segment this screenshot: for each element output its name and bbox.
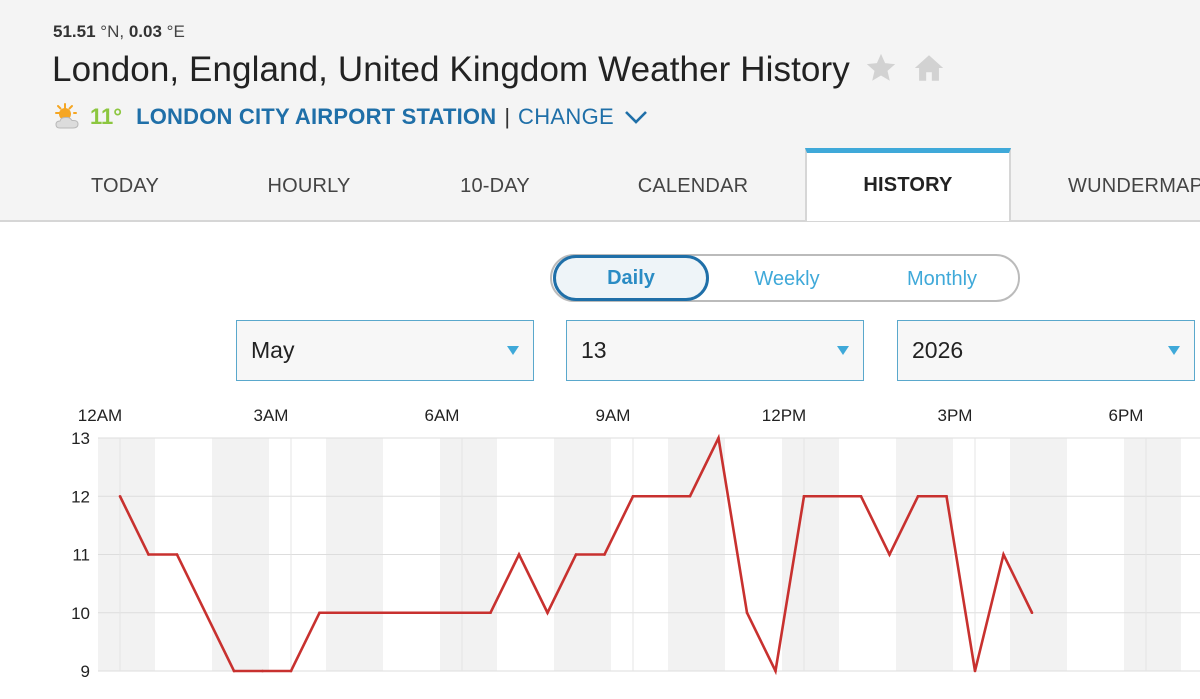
y-tick-label: 13 — [71, 429, 90, 448]
current-temperature: 11° — [90, 104, 123, 129]
temperature-line — [118, 433, 1034, 676]
longitude-value: 0.03 — [128, 22, 162, 41]
x-tick-label: 6PM — [1109, 406, 1144, 425]
home-icon[interactable] — [912, 51, 946, 90]
x-tick-label: 6AM — [425, 406, 460, 425]
latitude-value: 51.51 — [53, 22, 96, 41]
tab-10-day[interactable]: 10-DAY — [460, 175, 530, 197]
data-point — [660, 494, 663, 498]
data-point — [973, 669, 977, 673]
year-select-value: 2026 — [912, 337, 964, 363]
caret-down-icon — [1168, 346, 1180, 355]
day-select[interactable]: 13 — [566, 320, 864, 381]
partly-sunny-icon — [55, 103, 79, 129]
data-point — [489, 611, 492, 615]
data-point — [346, 611, 350, 615]
data-point — [147, 553, 150, 556]
month-select-value: May — [251, 337, 295, 363]
daily-button[interactable]: Daily — [553, 255, 709, 301]
day-select-value: 13 — [581, 337, 607, 363]
x-tick-label: 9AM — [596, 406, 631, 425]
data-point — [688, 494, 692, 498]
coordinates: 51.51 °N, 0.03 °E — [53, 22, 185, 42]
data-point — [603, 553, 606, 556]
y-tick-label: 12 — [71, 487, 90, 506]
data-point — [318, 611, 321, 615]
caret-down-icon — [507, 346, 519, 355]
data-point — [1002, 553, 1005, 556]
data-point — [916, 494, 920, 498]
y-tick-label: 10 — [71, 604, 90, 623]
data-point — [517, 553, 521, 556]
data-point — [774, 669, 777, 673]
tab-wundermap[interactable]: WUNDERMAP — [1068, 175, 1200, 197]
change-label: CHANGE — [518, 104, 614, 129]
change-station-button[interactable]: CHANGE — [518, 104, 648, 130]
data-point — [831, 494, 834, 498]
y-tick-label: 9 — [81, 662, 90, 681]
station-name-link[interactable]: LONDON CITY AIRPORT STATION — [136, 104, 497, 129]
data-point — [175, 553, 179, 556]
data-point — [546, 611, 549, 615]
title-row: London, England, United Kingdom Weather … — [52, 50, 946, 90]
favorite-star-icon[interactable] — [864, 51, 898, 90]
data-point — [289, 669, 293, 673]
longitude-unit: °E — [166, 22, 185, 41]
location-header: 51.51 °N, 0.03 °E London, England, Unite… — [0, 0, 1200, 222]
data-point — [945, 494, 948, 498]
separator: | — [504, 104, 511, 129]
data-point — [232, 669, 236, 673]
tab-calendar[interactable]: CALENDAR — [637, 175, 749, 197]
caret-down-icon — [837, 346, 849, 355]
data-point — [460, 611, 464, 615]
weekly-button[interactable]: Weekly — [754, 268, 820, 290]
tab-hourly[interactable]: HOURLY — [267, 175, 351, 197]
month-select[interactable]: May — [236, 320, 534, 381]
x-tick-label: 3AM — [254, 406, 289, 425]
x-tick-label: 3PM — [938, 406, 973, 425]
x-tick-label: 12PM — [762, 406, 806, 425]
data-point — [261, 669, 264, 673]
data-point — [717, 436, 720, 440]
page-title: London, England, United Kingdom Weather … — [52, 50, 850, 89]
data-point — [631, 494, 635, 498]
data-point — [745, 611, 749, 615]
forecast-tabs: TODAY HOURLY 10-DAY CALENDAR HISTORY WUN… — [0, 148, 1200, 222]
monthly-button[interactable]: Monthly — [906, 268, 978, 290]
data-point — [888, 553, 891, 556]
chevron-down-icon — [625, 111, 647, 124]
current-conditions: 11° LONDON CITY AIRPORT STATION | CHANGE — [52, 102, 648, 132]
data-point — [574, 553, 578, 556]
temperature-history-chart: 13 12 11 10 9 12AM 3AM 6AM 9AM 12PM 3PM 6PM — [71, 406, 1200, 681]
data-point — [1030, 611, 1034, 615]
period-toggle: Daily Weekly Monthly — [550, 254, 1020, 302]
data-point — [859, 494, 863, 498]
data-point — [802, 494, 806, 498]
data-point — [403, 611, 407, 615]
y-tick-label: 11 — [72, 546, 90, 565]
tab-today[interactable]: TODAY — [90, 175, 160, 197]
tab-history[interactable]: HISTORY — [805, 148, 1011, 221]
latitude-unit: °N, — [100, 22, 125, 41]
data-point — [118, 494, 122, 498]
x-tick-label: 12AM — [78, 406, 122, 425]
year-select[interactable]: 2026 — [897, 320, 1195, 381]
